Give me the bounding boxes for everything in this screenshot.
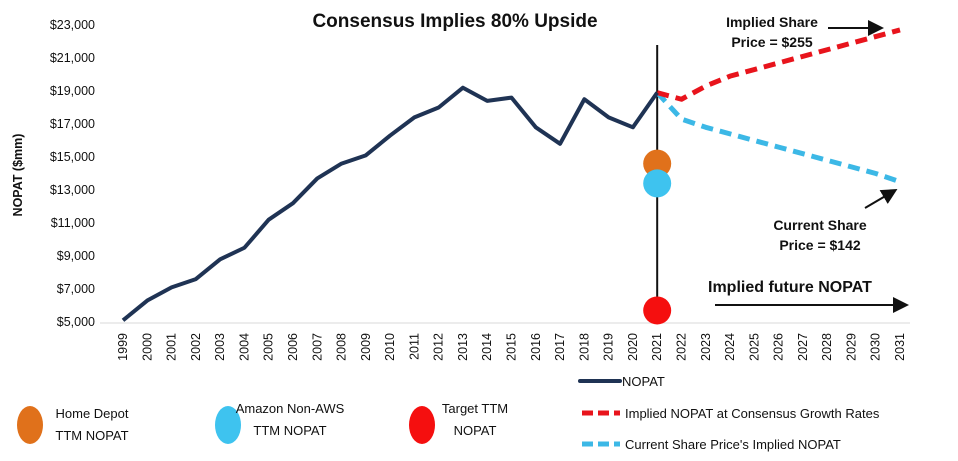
x-tick-label: 2022 bbox=[674, 333, 688, 361]
series-line-current-share-price-s-implied-nopat bbox=[655, 90, 901, 185]
legend-marker bbox=[409, 406, 435, 444]
x-tick-label: 2007 bbox=[310, 333, 324, 361]
series-line-nopat bbox=[121, 85, 659, 322]
x-tick-label: 1999 bbox=[116, 333, 130, 361]
x-tick-label: 2006 bbox=[286, 333, 300, 361]
implied-future-nopat-annotation: Implied future NOPAT bbox=[708, 279, 872, 296]
x-tick-label: 2013 bbox=[456, 333, 470, 361]
legend-label: TTM NOPAT bbox=[253, 423, 326, 438]
x-tick-label: 2024 bbox=[723, 333, 737, 361]
x-tick-label: 2004 bbox=[237, 333, 251, 361]
x-tick-label: 2031 bbox=[893, 333, 907, 361]
legend: NOPAT Implied NOPAT at Consensus Growth … bbox=[578, 374, 880, 452]
legend-label: Home Depot bbox=[56, 406, 129, 421]
point-target-ttm-nopat bbox=[643, 296, 672, 325]
y-tick-label: $17,000 bbox=[50, 117, 95, 131]
x-tick-label: 2014 bbox=[480, 333, 494, 361]
chart-title: Consensus Implies 80% Upside bbox=[312, 11, 597, 32]
y-tick-label: $9,000 bbox=[57, 249, 95, 263]
y-axis-label: NOPAT ($mm) bbox=[11, 134, 25, 217]
current-share-price-annotation-line2: Price = $142 bbox=[779, 237, 861, 253]
x-tick-label: 2019 bbox=[602, 333, 616, 361]
point-amazon-non-aws-ttm-nopat bbox=[643, 169, 672, 198]
x-tick-label: 2030 bbox=[869, 333, 883, 361]
x-tick-label: 2011 bbox=[407, 333, 421, 360]
x-tick-label: 2012 bbox=[432, 333, 446, 361]
x-tick-label: 2028 bbox=[820, 333, 834, 361]
x-tick-label: 2025 bbox=[747, 333, 761, 361]
legend-marker bbox=[215, 406, 241, 444]
y-tick-label: $11,000 bbox=[51, 216, 95, 230]
x-tick-label: 2001 bbox=[165, 333, 179, 361]
legend-label-nopat: NOPAT bbox=[622, 374, 665, 389]
y-tick-label: $13,000 bbox=[50, 183, 95, 197]
legend-label-current: Current Share Price's Implied NOPAT bbox=[625, 437, 841, 452]
x-tick-label: 2029 bbox=[844, 333, 858, 361]
implied-share-price-annotation-line2: Price = $255 bbox=[731, 34, 813, 50]
x-tick-label: 2000 bbox=[140, 333, 154, 361]
x-tick-label: 2003 bbox=[213, 333, 227, 361]
x-tick-label: 2026 bbox=[772, 333, 786, 361]
legend-label: NOPAT bbox=[454, 423, 497, 438]
y-tick-label: $5,000 bbox=[57, 315, 95, 329]
x-tick-label: 2018 bbox=[577, 333, 591, 361]
legend-label-implied: Implied NOPAT at Consensus Growth Rates bbox=[625, 406, 880, 421]
y-tick-label: $19,000 bbox=[50, 84, 95, 98]
x-tick-label: 2009 bbox=[359, 333, 373, 361]
x-tick-label: 2005 bbox=[262, 333, 276, 361]
x-tick-label: 2017 bbox=[553, 333, 567, 361]
implied-share-price-annotation-line1: Implied Share bbox=[726, 14, 818, 30]
legend-label: Amazon Non-AWS bbox=[236, 401, 345, 416]
legend-marker bbox=[17, 406, 43, 444]
y-tick-label: $23,000 bbox=[50, 18, 95, 32]
legend-label: Target TTM bbox=[442, 401, 508, 416]
x-tick-label: 2027 bbox=[796, 333, 810, 361]
y-tick-label: $7,000 bbox=[57, 282, 95, 296]
x-tick-label: 2008 bbox=[335, 333, 349, 361]
x-tick-label: 2015 bbox=[505, 333, 519, 361]
y-tick-label: $21,000 bbox=[50, 51, 95, 65]
x-tick-label: 2020 bbox=[626, 333, 640, 361]
x-tick-label: 2016 bbox=[529, 333, 543, 361]
current-share-price-annotation-line1: Current Share bbox=[773, 217, 867, 233]
current-arrow bbox=[864, 188, 898, 209]
point-home-depot-ttm-nopat bbox=[643, 149, 672, 178]
x-tick-label: 2021 bbox=[650, 333, 664, 361]
x-tick-label: 2010 bbox=[383, 333, 397, 361]
y-tick-label: $15,000 bbox=[50, 150, 95, 164]
x-tick-label: 2023 bbox=[699, 333, 713, 361]
series-line-implied-nopat-at-consensus-growth-rates bbox=[656, 27, 901, 102]
legend-label: TTM NOPAT bbox=[55, 428, 128, 443]
x-tick-label: 2002 bbox=[189, 333, 203, 361]
